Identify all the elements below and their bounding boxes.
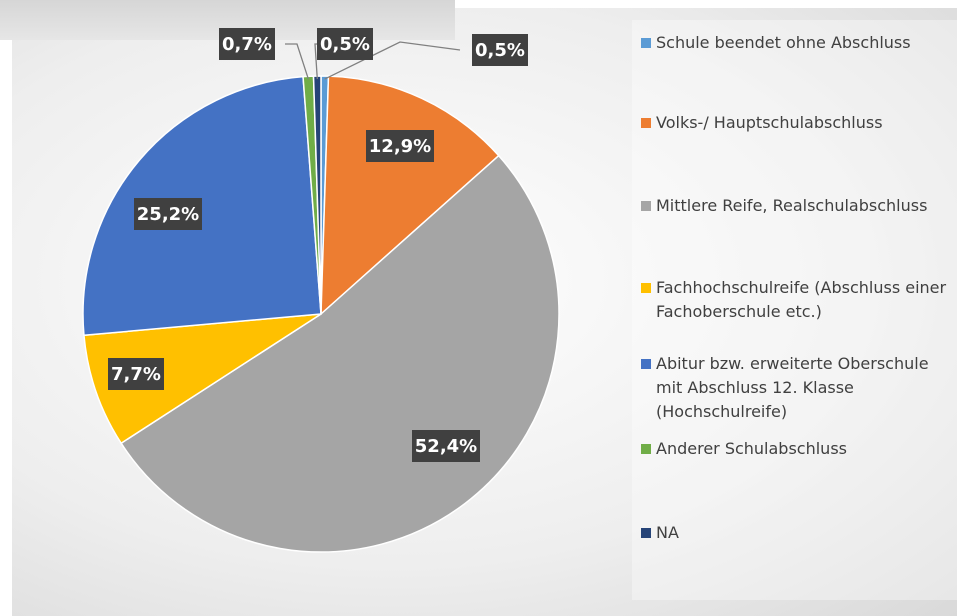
data-label-box [472, 34, 528, 66]
data-label-box [134, 198, 202, 230]
data-label-box [317, 28, 373, 60]
legend-label: Schule beendet ohne Abschluss [656, 33, 911, 52]
data-label: 52,4% [412, 430, 480, 462]
legend-entry: Anderer Schulabschluss [641, 437, 953, 461]
legend-label: NA [656, 523, 679, 542]
data-label-text: 12,9% [369, 136, 431, 157]
data-label-text: 0,5% [475, 40, 525, 61]
data-label-text: 7,7% [111, 364, 161, 385]
data-label: 0,5% [317, 28, 373, 60]
data-label-text: 25,2% [137, 204, 199, 225]
legend-swatch [641, 359, 651, 369]
legend-swatch [641, 283, 651, 293]
data-label: 0,5% [472, 34, 528, 66]
legend-entry: Mittlere Reife, Realschulabschluss [641, 194, 953, 218]
leader-line [324, 41, 461, 80]
legend-entry: NA [641, 521, 953, 545]
data-label-box [219, 28, 275, 60]
pie-slice [82, 75, 322, 337]
legend-label: Mittlere Reife, Realschulabschluss [656, 196, 928, 215]
data-label-box [366, 130, 434, 162]
legend-entry: Volks-/ Hauptschulabschluss [641, 111, 953, 135]
legend-swatch [641, 38, 651, 48]
data-label-box [412, 430, 480, 462]
data-label: 25,2% [134, 198, 202, 230]
legend-label: Abitur bzw. erweiterte Oberschule mit Ab… [656, 354, 929, 421]
data-label: 0,7% [219, 28, 275, 60]
legend-label: Fachhochschulreife (Abschluss einer Fach… [656, 278, 947, 321]
legend-swatch [641, 201, 651, 211]
legend-swatch [641, 444, 651, 454]
data-label-box [108, 358, 164, 390]
pie-slice [320, 75, 500, 316]
legend [632, 20, 957, 600]
data-label: 12,9% [366, 130, 434, 162]
data-label-text: 0,5% [320, 34, 370, 55]
pie-slice [83, 313, 322, 445]
legend-entry: Schule beendet ohne Abschluss [641, 31, 953, 55]
legend-label: Volks-/ Hauptschulabschluss [656, 113, 883, 132]
leader-line [285, 43, 310, 80]
data-label-text: 52,4% [415, 436, 477, 457]
data-label-text: 0,7% [222, 34, 272, 55]
legend-swatch [641, 118, 651, 128]
data-label: 7,7% [108, 358, 164, 390]
legend-swatch [641, 528, 651, 538]
legend-entry: Fachhochschulreife (Abschluss einer Fach… [641, 276, 953, 324]
legend-entry: Abitur bzw. erweiterte Oberschule mit Ab… [641, 352, 953, 424]
legend-label: Anderer Schulabschluss [656, 439, 847, 458]
